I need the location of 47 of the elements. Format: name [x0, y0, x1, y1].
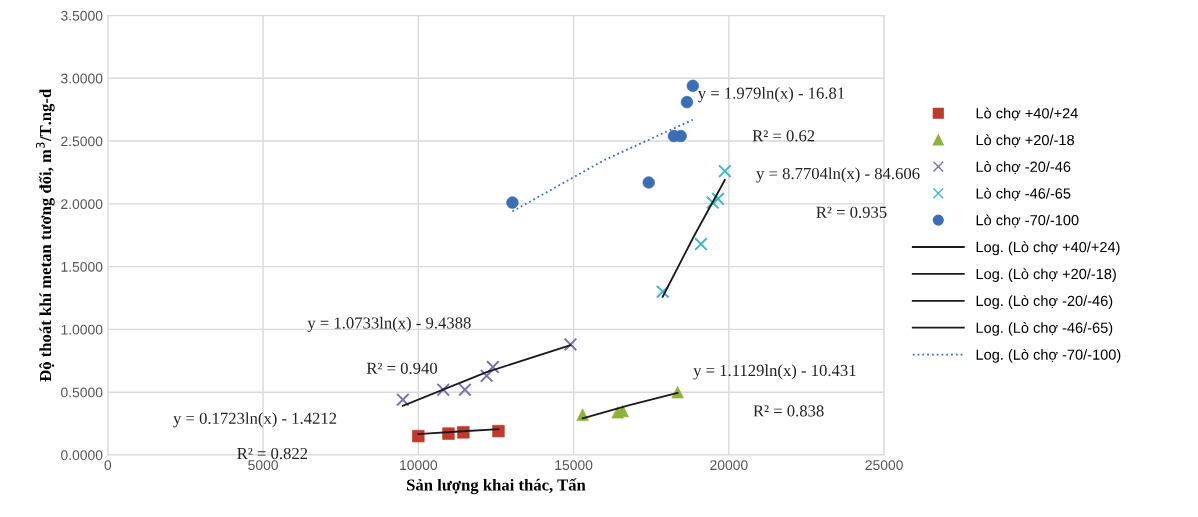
annotation: R² = 0.62	[752, 130, 815, 142]
annotation: y = 1.0733ln(x) - 9.4388	[307, 316, 471, 333]
legend-label: Log. (Lò chợ -70/-100)	[976, 348, 1121, 363]
x-tick-label: 0	[104, 460, 112, 471]
point	[458, 382, 472, 397]
annotation: y = 1.979ln(x) - 16.81	[698, 87, 845, 103]
x-axis-title: Sản lượng khai thác, Tấn	[407, 478, 586, 495]
x-tick-label: 20000	[710, 460, 748, 471]
annotation: R² = 0.940	[366, 362, 438, 374]
point	[705, 195, 720, 210]
annotation: R² = 0.935	[816, 206, 887, 218]
y-tick-label: 1.5000	[61, 261, 103, 272]
point	[486, 360, 500, 374]
annotation: R² = 0.838	[753, 405, 824, 417]
annotation: y = 0.1723ln(x) - 1.4212	[173, 412, 337, 428]
legend-label: Lò chợ -20/-46	[976, 161, 1071, 174]
y-tick-label: 3.0000	[61, 73, 103, 84]
legend-label: Lò chợ -70/-100	[976, 214, 1079, 228]
y-tick-label: 2.5000	[61, 136, 103, 147]
point	[694, 237, 708, 251]
x-tick-label: 10000	[400, 460, 438, 471]
point	[718, 164, 732, 178]
legend-label: Log. (Lò chợ +20/-18)	[976, 268, 1116, 283]
point	[436, 382, 450, 397]
point	[396, 392, 410, 407]
y-tick-label: 0.0000	[61, 450, 103, 461]
legend-label: Lò chợ -46/-65	[976, 187, 1071, 201]
y-tick-label: 0.5000	[61, 387, 103, 398]
point	[563, 337, 578, 352]
annotation: R² = 0.822	[237, 447, 308, 460]
annotation: y = 8.7704ln(x) - 84.606	[756, 167, 920, 183]
y-tick-label: 3.5000	[61, 10, 103, 21]
legend-label: Log. (Lò chợ -20/-46)	[976, 295, 1113, 309]
y-tick-label: 1.0000	[61, 324, 103, 335]
legend-label: Log. (Lò chợ -46/-65)	[976, 322, 1113, 336]
legend-label: Log. (Lò chợ +40/+24)	[976, 241, 1120, 256]
x-tick-label: 25000	[865, 460, 903, 471]
y-tick-label: 2.0000	[61, 199, 103, 210]
legend-label: Lò chợ +40/+24	[976, 107, 1078, 121]
point	[711, 192, 725, 206]
x-tick-label: 5000	[248, 460, 278, 471]
x-tick-label: 15000	[555, 460, 593, 471]
y-axis-title: Độ thoát khí metan tương đối, m$^{3}$/T.ng-d	[35, 88, 55, 382]
legend-label: Lò chợ +20/-18	[976, 134, 1075, 148]
point	[655, 284, 670, 299]
annotation: y = 1.1129ln(x) - 10.431	[693, 364, 856, 380]
point	[479, 369, 494, 383]
